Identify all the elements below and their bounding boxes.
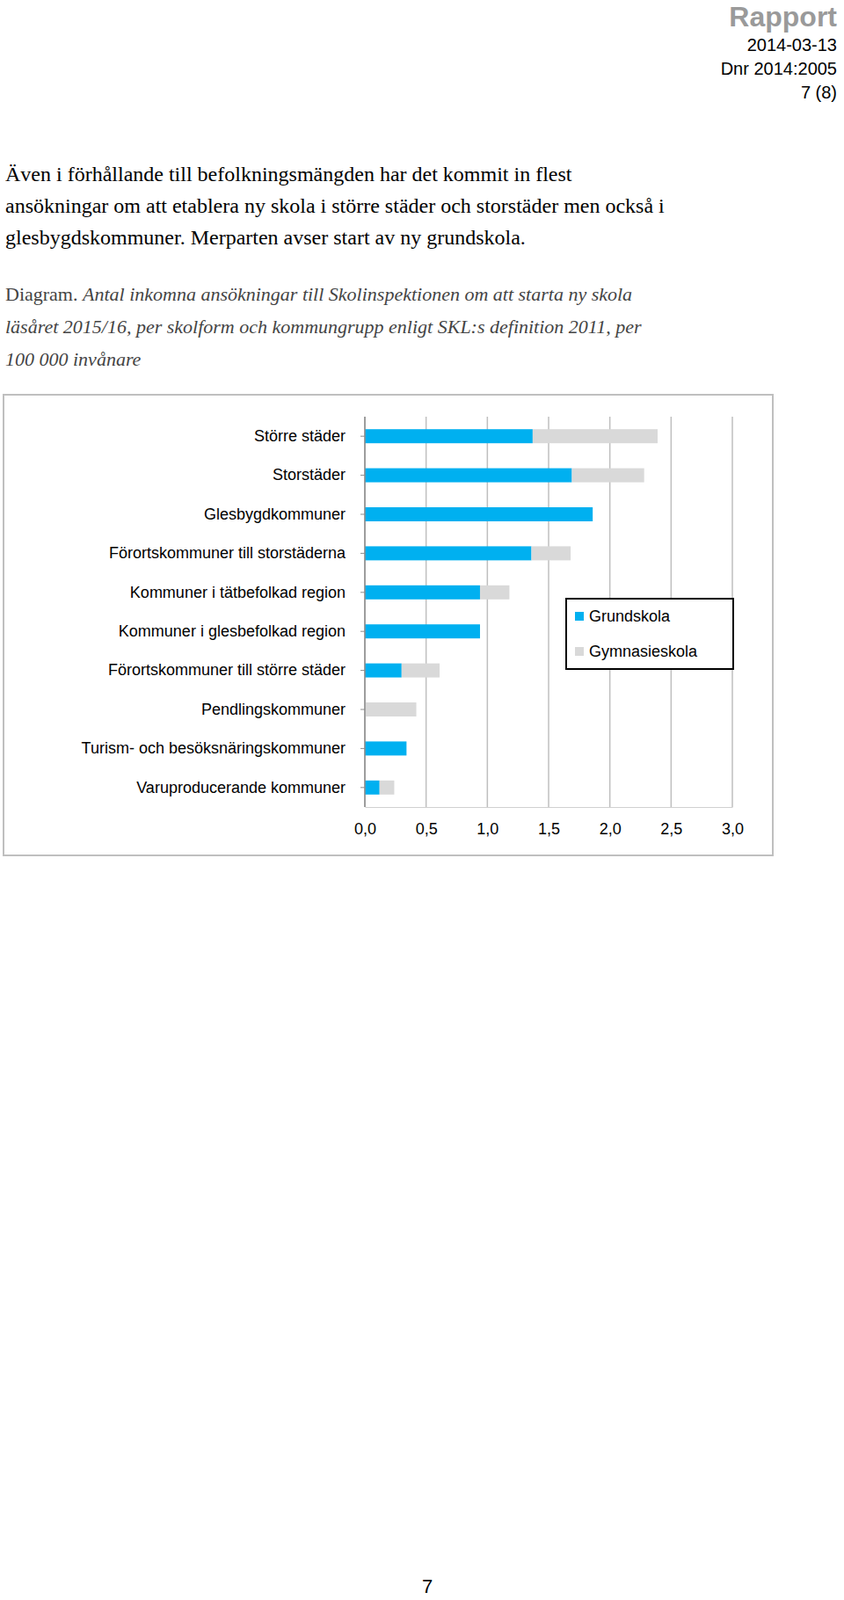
y-tick: Glesbygdkommuner <box>203 505 365 524</box>
category-label: Kommuner i glesbefolkad region <box>118 622 346 641</box>
y-tick: Förortskommuner till storstäderna <box>109 544 365 562</box>
bar <box>480 585 510 600</box>
caption-line: läsåret 2015/16, per skolform och kommun… <box>5 315 642 338</box>
header-date: 2014-03-13 <box>747 35 837 55</box>
y-tick: Kommuner i glesbefolkad region <box>118 622 365 641</box>
bar <box>364 702 417 717</box>
bar <box>364 585 481 600</box>
header-dnr: Dnr 2014:2005 <box>720 58 837 79</box>
paragraph-line: glesbygdskommuner. Merparten avser start… <box>5 225 526 249</box>
x-tick: 2,0 <box>599 807 622 838</box>
y-tick-mark <box>360 631 365 633</box>
category-label: Förortskommuner till storstäderna <box>109 544 347 562</box>
bar <box>364 741 407 756</box>
y-axis: Större städer Storstäder Glesbygdkommuner F… <box>81 416 365 808</box>
y-tick-mark <box>360 786 365 788</box>
header-page: 7 (8) <box>800 82 837 102</box>
legend-label: Gymnasieskola <box>589 642 699 661</box>
caption-text: läsåret 2015/16, per skolform och kommun… <box>5 315 642 338</box>
y-tick: Pendlingskommuner <box>201 700 365 719</box>
y-tick-mark <box>360 436 365 437</box>
y-tick-mark <box>360 474 365 476</box>
caption-text: 100 000 invånare <box>5 348 142 371</box>
legend: Grundskola Gymnasieskola <box>566 598 734 670</box>
y-tick: Större städer <box>254 427 365 445</box>
category-label: Pendlingskommuner <box>201 700 346 719</box>
y-tick: Turism- och besöksnäringskommuner <box>81 739 365 757</box>
x-tick-label: 1,5 <box>538 820 561 838</box>
bar <box>401 663 440 678</box>
bar <box>571 468 644 483</box>
y-tick: Storstäder <box>272 465 365 484</box>
page-number: 7 <box>422 1575 433 1598</box>
page: Rapport2014-03-13 Dnr 2014:2005 7 (8) Även … <box>0 0 844 1600</box>
caption-line: Diagram. Antal inkomna ansökningar till … <box>5 283 633 306</box>
y-tick-mark <box>360 591 365 593</box>
report-title: Rapport <box>728 0 837 33</box>
y-tick-mark <box>360 514 365 516</box>
grid <box>364 416 733 808</box>
bar <box>364 507 593 522</box>
y-tick: Förortskommuner till större städer <box>108 661 365 679</box>
category-label: Varuproducerande kommuner <box>136 778 346 797</box>
y-tick-mark <box>360 709 365 711</box>
category-label: Glesbygdkommuner <box>203 505 346 524</box>
bar <box>364 468 572 483</box>
x-tick: 2,5 <box>660 807 683 838</box>
bar <box>364 429 533 444</box>
bar <box>479 624 481 639</box>
category-label: Turism- och besöksnäringskommuner <box>81 739 346 757</box>
caption: Diagram. Antal inkomna ansökningar till … <box>5 283 642 371</box>
x-tick-label: 3,0 <box>721 820 744 838</box>
legend-swatch <box>574 611 584 621</box>
chart-frame <box>3 394 773 856</box>
bar <box>364 624 481 639</box>
caption-label: Diagram. <box>5 283 83 306</box>
category-label: Kommuner i tätbefolkad region <box>130 583 346 602</box>
x-axis-line <box>365 807 734 808</box>
category-label: Storstäder <box>272 465 346 484</box>
bar <box>592 507 594 522</box>
header: Rapport2014-03-13 Dnr 2014:2005 7 (8) <box>720 0 838 102</box>
x-tick: 1,5 <box>538 807 561 838</box>
chart: Större städer Storstäder Glesbygdkommuner F… <box>81 416 744 838</box>
bar <box>364 545 532 561</box>
paragraph-line: Även i förhållande till befolkningsmängd… <box>5 162 573 186</box>
x-tick: 0,5 <box>415 807 438 838</box>
y-tick-mark <box>360 669 365 671</box>
paragraph: Även i förhållande till befolkningsmängd… <box>5 162 665 249</box>
y-tick: Varuproducerande kommuner <box>136 778 365 797</box>
bar <box>364 663 402 678</box>
category-label: Förortskommuner till större städer <box>108 661 346 679</box>
x-axis: 0,0 0,5 1,0 1,5 2,0 2,5 3,0 <box>354 807 744 838</box>
x-tick-label: 0,5 <box>415 820 438 838</box>
y-tick: Kommuner i tätbefolkad region <box>130 583 365 602</box>
legend-box <box>566 598 734 670</box>
bar <box>531 545 571 561</box>
caption-line: 100 000 invånare <box>5 348 142 371</box>
x-tick-label: 2,5 <box>660 820 683 838</box>
x-tick: 1,0 <box>476 807 499 838</box>
x-tick-label: 2,0 <box>599 820 622 838</box>
y-tick-mark <box>360 552 365 554</box>
bar <box>406 741 408 756</box>
bar <box>364 780 380 795</box>
paragraph-line: ansökningar om att etablera ny skola i s… <box>5 194 665 218</box>
x-tick-label: 0,0 <box>354 820 377 838</box>
series-0 <box>364 429 593 795</box>
bar <box>532 429 658 444</box>
x-tick: 0,0 <box>354 807 377 838</box>
y-tick-mark <box>360 748 365 750</box>
legend-label: Grundskola <box>589 607 671 626</box>
legend-swatch <box>574 647 584 656</box>
category-label: Större städer <box>254 427 346 445</box>
x-tick-label: 1,0 <box>476 820 499 838</box>
caption-text: Antal inkomna ansökningar till Skolinspe… <box>80 283 633 306</box>
bar <box>379 780 395 795</box>
x-tick: 3,0 <box>721 807 744 838</box>
